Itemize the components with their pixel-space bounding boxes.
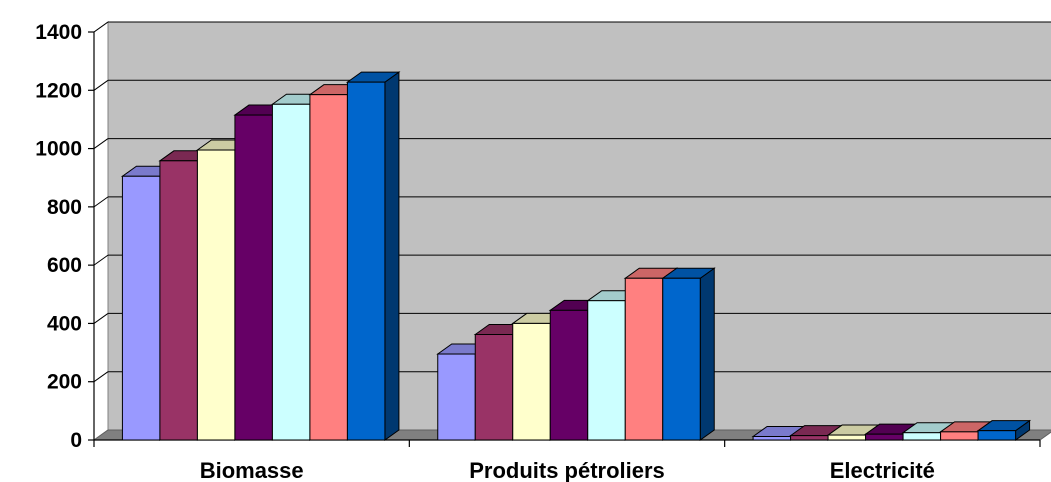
y-tick-label: 800 [47, 196, 82, 219]
y-axis-tick-labels: 0 200 400 600 800 1000 1200 1400 [35, 21, 82, 452]
bar-front [624, 277, 664, 441]
bar-front [234, 114, 273, 441]
bar [345, 71, 401, 441]
bar-front [790, 435, 829, 441]
bar-side [699, 267, 715, 441]
y-tick-label: 400 [47, 312, 82, 335]
bar-front [121, 175, 161, 441]
y-tick-label: 200 [47, 371, 82, 394]
bar [511, 312, 566, 441]
y-tick-label: 1400 [35, 21, 82, 44]
bar-front [827, 434, 867, 441]
bar-front [902, 432, 942, 441]
bars [120, 71, 1032, 441]
x-axis-category-labels: Biomasse Produits pétroliers Electricité [200, 458, 935, 482]
y-tick-label: 600 [47, 254, 82, 277]
gridline-side [93, 21, 109, 33]
bar-front [309, 94, 348, 441]
bar-front [549, 309, 589, 441]
bar-front [346, 81, 386, 441]
bar-front [159, 160, 198, 441]
y-tick-label: 1200 [35, 79, 82, 102]
x-category-label: Electricité [830, 458, 935, 482]
bar-front [752, 436, 792, 441]
bar-front [977, 430, 1017, 441]
x-category-label: Biomasse [200, 458, 304, 482]
bar-front [940, 431, 979, 441]
bar-front [512, 322, 551, 441]
gridline-side [93, 196, 109, 208]
y-tick-label: 0 [70, 429, 82, 452]
gridline-side [93, 79, 109, 91]
bar [661, 267, 716, 441]
bar-front [474, 334, 514, 441]
gridline-side [93, 313, 109, 324]
bar-front [587, 300, 626, 441]
bar-front [865, 433, 904, 441]
gridline-side [93, 138, 109, 149]
bar-side [384, 71, 400, 441]
bar [976, 419, 1032, 441]
bar-front [271, 103, 311, 441]
y-tick-label: 1000 [35, 138, 82, 161]
bar-front [662, 277, 701, 441]
gridline-side [93, 371, 109, 383]
x-category-label: Produits pétroliers [469, 458, 665, 482]
bar-front [196, 149, 236, 441]
gridline-side [93, 254, 109, 266]
bar-front [437, 353, 476, 441]
